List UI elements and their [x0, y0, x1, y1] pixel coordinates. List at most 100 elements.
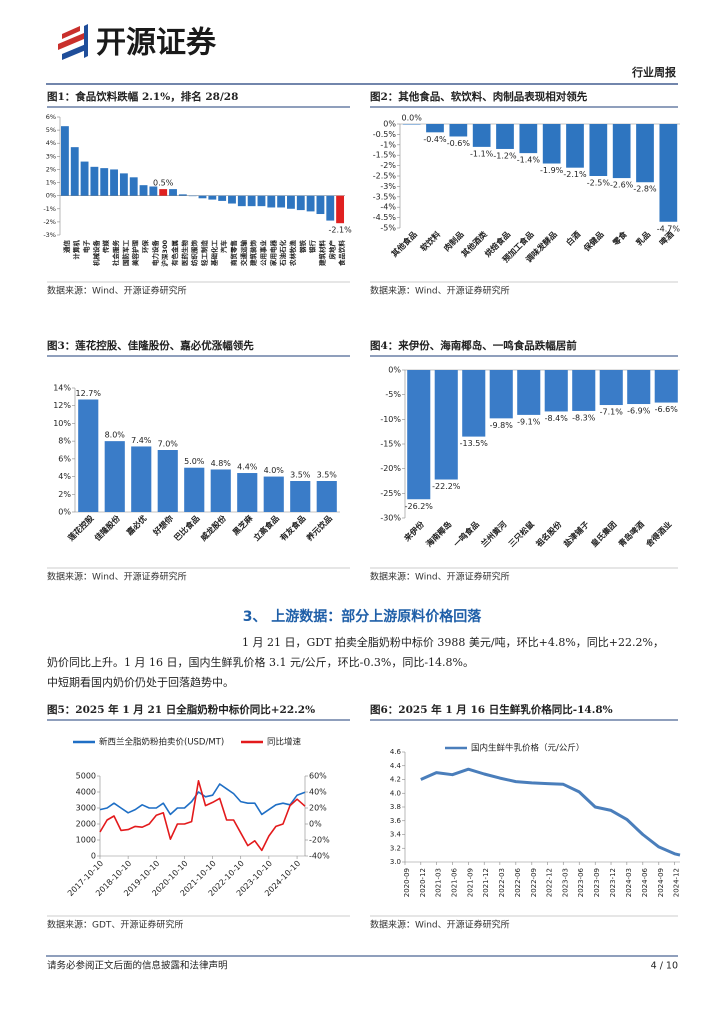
bar [316, 481, 337, 512]
y-tick-label: -20% [380, 464, 401, 473]
y-tick-label: 5% [46, 126, 56, 134]
y-tick-label: 4.0 [390, 789, 401, 797]
x-tick-label: 2021-12 [482, 868, 490, 897]
y-tick-label: -2% [380, 161, 396, 170]
y-tick-label: 20% [309, 804, 327, 813]
x-tick-label: 钢铁 [298, 240, 307, 254]
y-tick-label: 4% [58, 472, 71, 481]
x-tick-label: 交通运输 [239, 240, 248, 266]
bar [198, 195, 207, 199]
logo-icon [58, 24, 88, 60]
x-tick-label: 皇氏集团 [589, 519, 619, 549]
y-tick-label: -4.5% [373, 213, 397, 222]
bar [296, 195, 305, 211]
y-tick-label: 1000 [76, 836, 96, 845]
figure-source: 数据来源：Wind、开源证券研究所 [370, 919, 510, 931]
bar [306, 195, 315, 212]
value-label: -1.4% [517, 156, 541, 165]
y-tick-label: 2% [46, 165, 56, 173]
bar [129, 177, 138, 196]
x-tick-label: 三只松鼠 [506, 519, 536, 549]
x-tick-label: 好想你 [150, 513, 175, 538]
x-tick-label: 立高食品 [251, 513, 281, 543]
value-label: 3.5% [290, 471, 311, 480]
bar [517, 370, 541, 415]
x-tick-label: 嘉必优 [124, 513, 149, 538]
x-tick-label: 2020-09 [403, 868, 411, 897]
x-tick-label: 通信 [62, 240, 71, 254]
bar [589, 124, 608, 176]
x-tick-label: 石油石化 [278, 240, 287, 268]
y-tick-label: -1% [43, 205, 56, 213]
figure-source: 数据来源：Wind、开源证券研究所 [47, 571, 187, 583]
y-tick-label: -10% [380, 415, 401, 424]
x-tick-label: 轻工制造 [200, 240, 209, 267]
y-tick-label: -2.5% [373, 172, 397, 181]
y-tick-label: 3.4 [390, 831, 402, 839]
value-label: -0.4% [423, 135, 447, 144]
y-tick-label: -1% [380, 140, 396, 149]
x-tick-label: 农林牧渔 [288, 240, 297, 268]
bar [157, 450, 178, 512]
x-tick-label: 保健品 [581, 229, 606, 254]
bar [169, 189, 177, 196]
x-tick-label: 计算机 [72, 240, 81, 260]
x-tick-label: 2021-06 [450, 867, 458, 897]
y-tick-label: 0 [91, 852, 96, 861]
value-label: -22.2% [432, 482, 461, 491]
bar [237, 473, 258, 512]
x-tick-label: 威龙股份 [198, 512, 228, 542]
x-tick-label: 2023-06 [577, 867, 585, 897]
y-tick-label: -5% [385, 390, 401, 399]
y-tick-label: 8% [58, 437, 71, 446]
x-tick-label: 海南椰岛 [424, 519, 454, 549]
legend-label: 国内生鲜牛乳价格（元/公斤） [471, 743, 584, 754]
x-tick-label: 纺织服饰 [190, 240, 199, 267]
bar [263, 476, 284, 512]
bar [90, 166, 99, 196]
y-tick-label: 4.6 [390, 748, 402, 756]
x-tick-label: 传媒 [101, 240, 110, 255]
y-tick-label: -5% [380, 224, 396, 233]
bar [636, 124, 654, 183]
y-tick-label: -30% [380, 514, 401, 523]
y-tick-label: -3.5% [373, 192, 397, 201]
bar [208, 195, 217, 200]
y-tick-label: 3.6 [390, 817, 402, 825]
y-tick-label: 4.4 [390, 762, 402, 770]
value-label: -2.1% [328, 226, 352, 235]
x-tick-label: 公用事业 [258, 240, 267, 267]
x-tick-label: 其他食品 [389, 229, 419, 259]
x-tick-label: 2023-03 [561, 868, 569, 897]
value-label: -13.5% [460, 439, 489, 448]
value-label: -2.5% [587, 179, 611, 188]
x-tick-label: 2021-09 [466, 868, 474, 897]
value-label: 3.5% [317, 471, 338, 480]
x-tick-label: 2021-03 [434, 868, 442, 897]
value-label: -8.3% [572, 413, 596, 422]
bar [519, 124, 538, 154]
x-tick-label: 建筑材料 [317, 240, 326, 268]
y-tick-label: 4000 [76, 788, 96, 797]
series-line [99, 780, 306, 852]
report-type: 行业周报 [631, 65, 677, 79]
value-label: 7.0% [158, 440, 179, 449]
x-tick-label: 建筑装饰 [249, 240, 258, 267]
bar [277, 195, 286, 208]
value-label: 8.0% [105, 431, 126, 440]
x-tick-label: 2023-09 [593, 868, 601, 897]
y-tick-label: -2% [43, 218, 56, 226]
figure-source: 数据来源：Wind、开源证券研究所 [370, 285, 510, 297]
x-tick-label: 2024-12 [673, 868, 681, 897]
figure-title: 图4：来伊份、海南椰岛、一鸣食品跌幅居前 [370, 339, 577, 352]
y-tick-label: -25% [380, 489, 401, 498]
x-tick-label: 2022-03 [498, 868, 506, 897]
section-heading: 3、 上游数据：部分上游原料价格回落 [243, 608, 483, 625]
bar [149, 186, 158, 196]
bar [434, 370, 458, 480]
bar [188, 195, 197, 197]
x-tick-label: 黑芝麻 [230, 512, 255, 537]
value-label: 4.4% [237, 463, 258, 472]
x-tick-label: 莲花控股 [66, 513, 96, 543]
y-tick-label: 2% [58, 490, 71, 499]
